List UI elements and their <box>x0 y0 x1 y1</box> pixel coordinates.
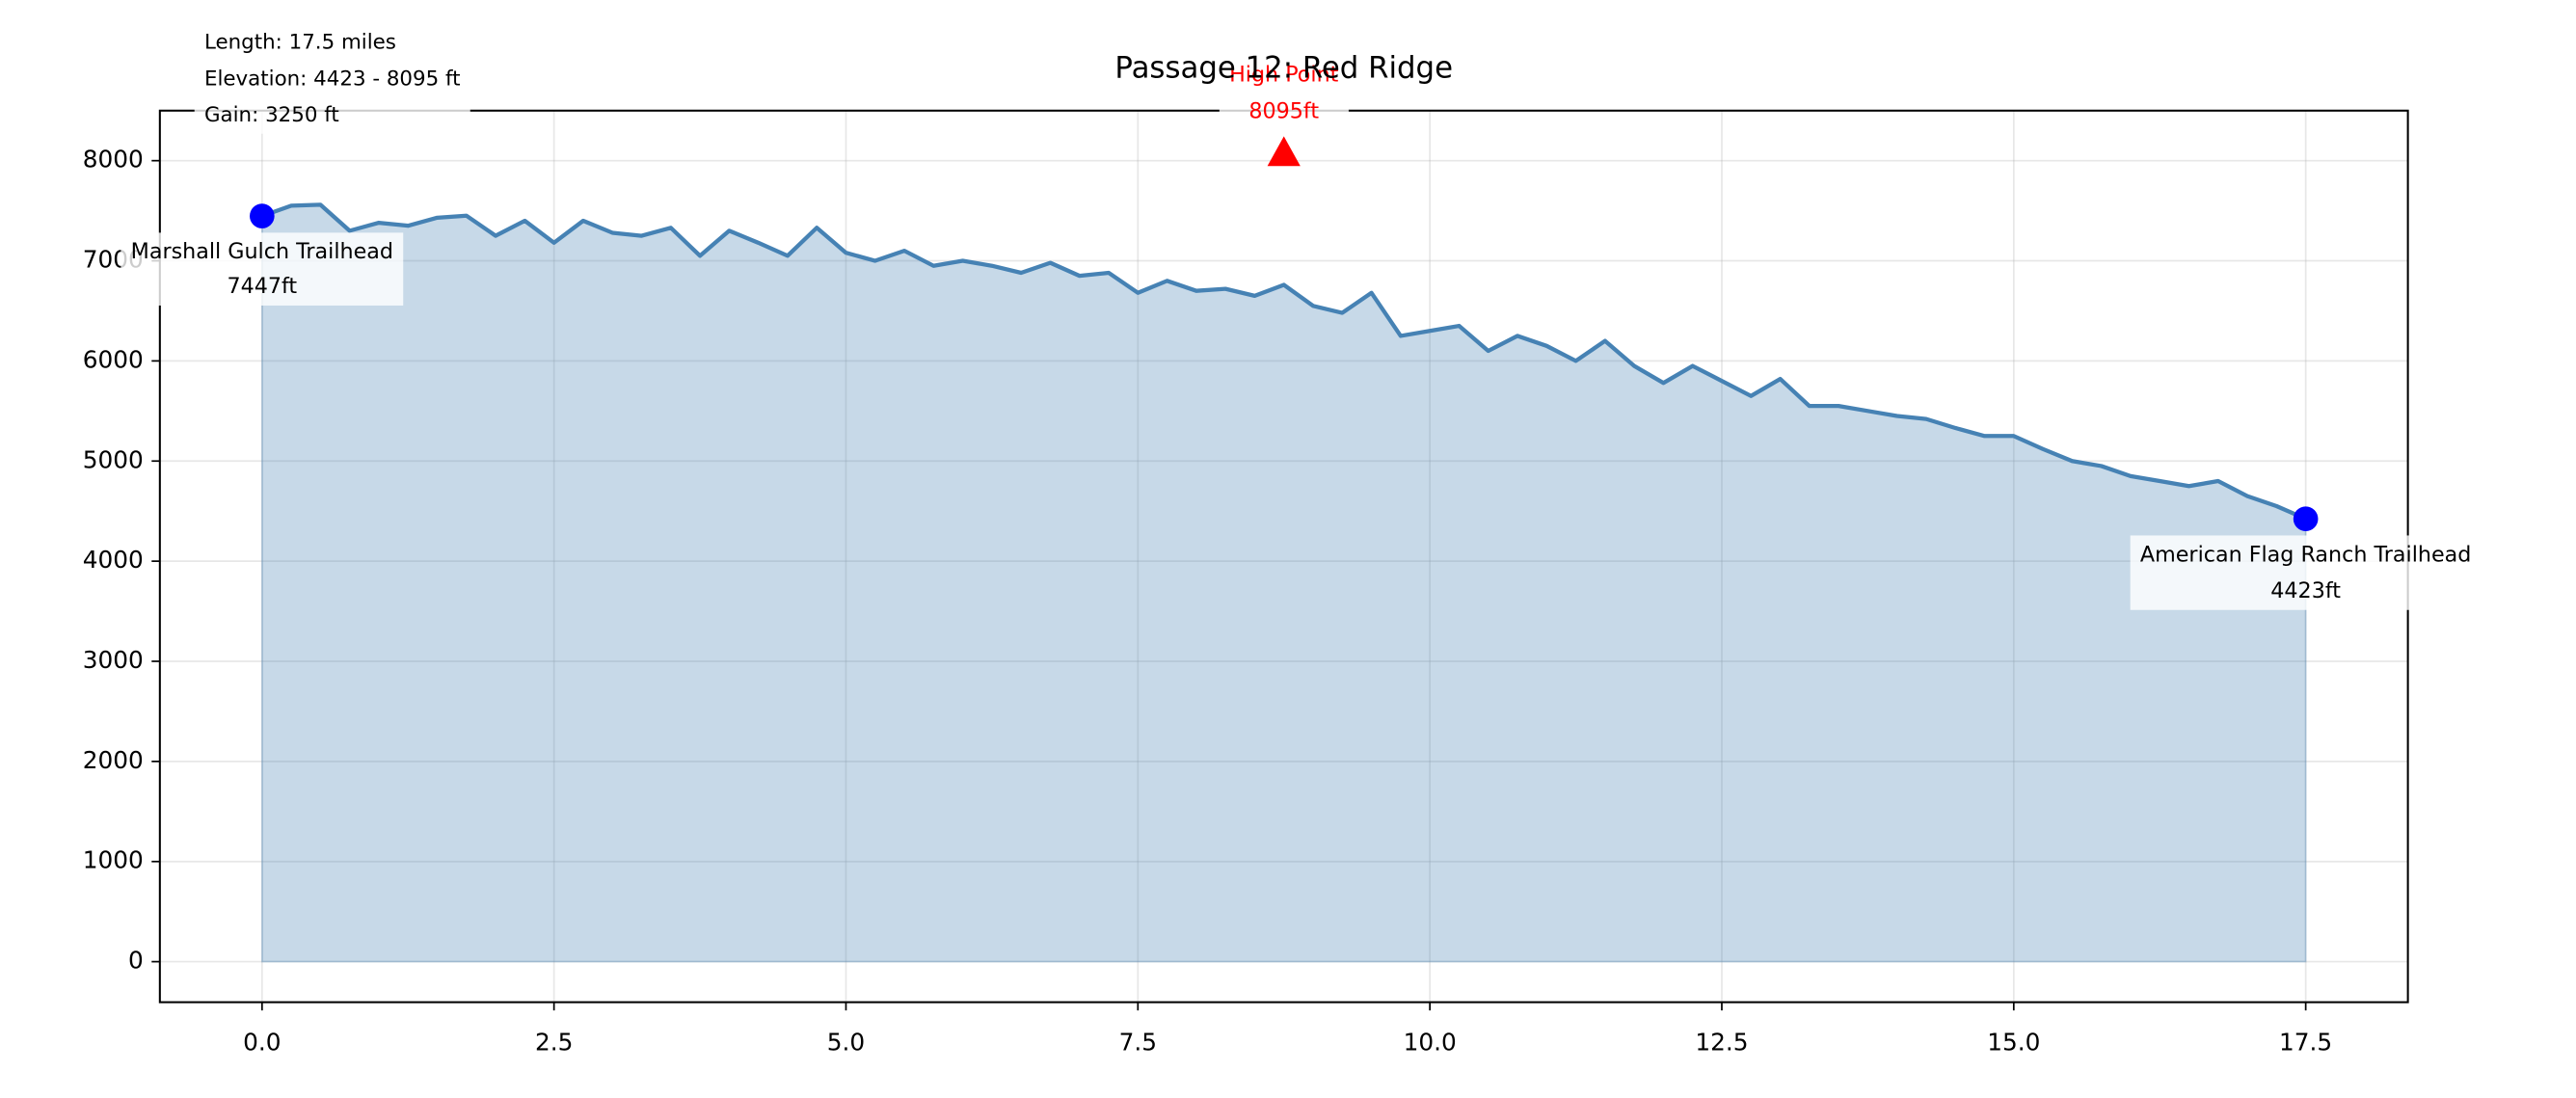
annotation: American Flag Ranch Trailhead 4423ft <box>2140 542 2471 603</box>
label-box <box>2130 535 2482 610</box>
annotation-label: Marshall Gulch Trailhead <box>131 239 393 264</box>
y-tick-label: 8000 <box>83 146 144 174</box>
x-tick-label: 5.0 <box>827 1028 865 1056</box>
info-line: Gain: 3250 ft <box>204 103 339 127</box>
annotation: High Point 8095ft <box>1229 63 1339 124</box>
y-tick-label: 0 <box>128 947 144 975</box>
y-tick-label: 3000 <box>83 646 144 674</box>
point-marker <box>249 203 275 228</box>
x-tick-label: 17.5 <box>2279 1028 2332 1056</box>
elevation-line <box>261 202 2307 522</box>
annotation-value: 8095ft <box>1248 98 1319 123</box>
x-tick-label: 0.0 <box>243 1028 281 1056</box>
x-tick-label: 10.0 <box>1404 1028 1457 1056</box>
label-box <box>1219 55 1349 131</box>
annotation-label: American Flag Ranch Trailhead <box>2140 542 2471 567</box>
y-tick-label: 4000 <box>83 546 144 574</box>
info-line: Elevation: 4423 - 8095 ft <box>204 67 461 91</box>
y-tick-label: 6000 <box>83 345 144 373</box>
x-tick-label: 7.5 <box>1119 1028 1157 1056</box>
annotation-label: High Point <box>1229 63 1339 88</box>
info-line: Length: 17.5 miles <box>204 31 396 55</box>
y-tick-label: 5000 <box>83 445 144 473</box>
x-tick-label: 12.5 <box>1695 1028 1748 1056</box>
x-tick-label: 15.0 <box>1987 1028 2040 1056</box>
annotation: Marshall Gulch Trailhead 7447ft <box>131 239 393 299</box>
point-marker <box>2293 506 2319 532</box>
y-tick-label: 2000 <box>83 746 144 774</box>
annotation-value: 7447ft <box>227 274 297 299</box>
chart-title: Passage 12: Red Ridge <box>1114 51 1453 86</box>
x-tick-label: 2.5 <box>535 1028 573 1056</box>
annotation-value: 4423ft <box>2270 578 2341 603</box>
label-box <box>194 23 470 134</box>
elevation-area <box>260 203 2307 963</box>
label-box <box>121 232 404 306</box>
high-point-marker <box>1267 136 1301 167</box>
y-tick-label: 1000 <box>83 846 144 874</box>
info-box: Length: 17.5 miles Elevation: 4423 - 8095… <box>204 31 461 127</box>
